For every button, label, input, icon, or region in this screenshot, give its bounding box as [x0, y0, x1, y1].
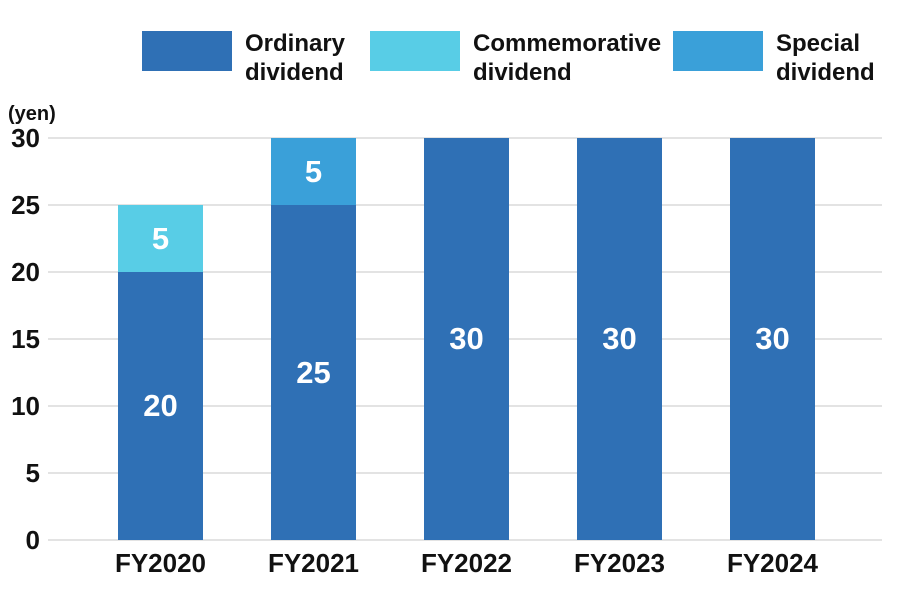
y-tick-label-10: 10: [11, 391, 40, 421]
legend-label-line: Commemorative: [473, 30, 662, 57]
legend-label-line: Ordinary: [245, 30, 346, 57]
y-tick-label-0: 0: [25, 525, 40, 555]
bar-segment-commemorative-dividend-fy2020: 5: [118, 205, 203, 272]
legend-label-ordinary-dividend: Ordinary dividend: [245, 29, 345, 87]
legend-item-ordinary-dividend: Ordinary dividend: [142, 29, 345, 87]
bar-segment-ordinary-dividend-fy2024: 30: [730, 138, 815, 540]
bar-fy2023: 30: [577, 138, 662, 540]
bar-value-label: 30: [755, 321, 790, 356]
bar-value-label: 5: [304, 153, 323, 189]
bar-value-label: 5: [151, 220, 170, 256]
legend-label-line: Special: [776, 30, 861, 57]
legend-label-line: dividend: [245, 59, 344, 86]
plot-area: 20 5 25 5 30 30 30: [48, 137, 882, 541]
bar-fy2024: 30: [730, 138, 815, 540]
legend-label-commemorative-dividend: Commemorative dividend: [473, 29, 661, 87]
bar-fy2020: 20 5: [118, 205, 203, 540]
bar-segment-ordinary-dividend-fy2023: 30: [577, 138, 662, 540]
legend-item-special-dividend: Special dividend: [673, 29, 875, 87]
legend-swatch-ordinary-dividend: [142, 31, 232, 71]
bar-value-label: 25: [296, 354, 331, 390]
legend-label-special-dividend: Special dividend: [776, 29, 875, 87]
bar-value-label: 20: [143, 388, 178, 423]
y-tick-label-5: 5: [25, 458, 40, 488]
gridline-y0: [48, 539, 882, 541]
y-tick-label-25: 25: [11, 190, 40, 220]
legend-label-line: dividend: [776, 59, 875, 86]
legend-swatch-special-dividend: [673, 31, 763, 71]
bar-value-label: 30: [602, 321, 637, 356]
legend-swatch-commemorative-dividend: [370, 31, 460, 71]
y-axis-unit-label: (yen): [8, 103, 56, 125]
bar-fy2022: 30: [424, 138, 509, 540]
x-category-label-fy2024: FY2024: [726, 548, 819, 578]
bar-segment-ordinary-dividend-fy2022: 30: [424, 138, 509, 540]
bar-value-label: 30: [449, 321, 484, 356]
legend-item-commemorative-dividend: Commemorative dividend: [370, 29, 661, 87]
x-category-label-fy2023: FY2023: [573, 548, 666, 578]
legend-label-line: dividend: [473, 59, 572, 86]
bar-segment-ordinary-dividend-fy2020: 20: [118, 272, 203, 540]
bar-fy2021: 25 5: [271, 138, 356, 540]
x-category-label-fy2020: FY2020: [114, 548, 207, 578]
x-category-label-fy2021: FY2021: [267, 548, 360, 578]
x-category-label-fy2022: FY2022: [420, 548, 513, 578]
y-tick-label-30: 30: [11, 123, 40, 153]
bar-segment-special-dividend-fy2021: 5: [271, 138, 356, 205]
bar-segment-ordinary-dividend-fy2021: 25: [271, 205, 356, 540]
y-tick-label-20: 20: [11, 257, 40, 287]
y-tick-label-15: 15: [11, 324, 40, 354]
